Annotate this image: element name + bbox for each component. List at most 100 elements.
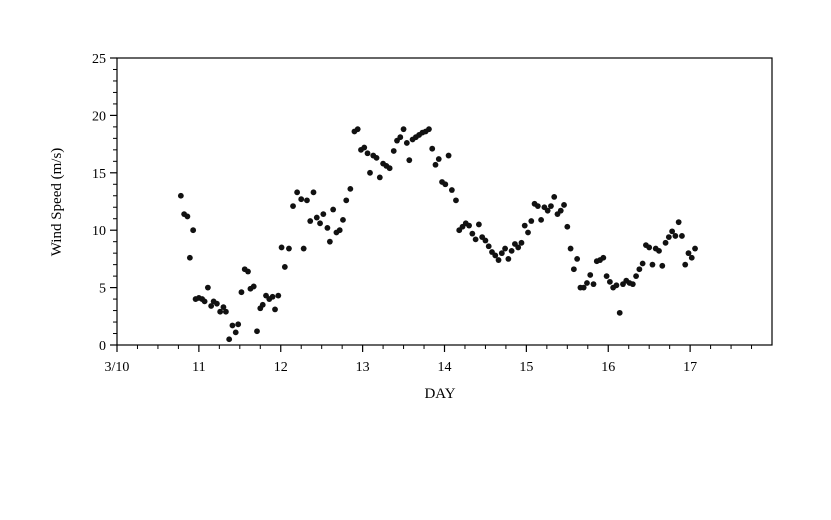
data-point: [561, 202, 567, 208]
data-point: [551, 194, 558, 200]
data-point: [259, 301, 266, 308]
y-tick-label: 5: [99, 282, 106, 297]
data-point: [204, 284, 211, 291]
data-point: [659, 262, 666, 269]
data-point: [229, 322, 236, 329]
data-point: [177, 192, 184, 199]
data-point: [307, 218, 314, 224]
x-axis-label: DAY: [424, 386, 455, 402]
data-point: [254, 328, 260, 335]
data-point: [587, 272, 594, 278]
data-point: [498, 250, 505, 257]
x-tick-label: 14: [438, 360, 452, 375]
data-point: [336, 227, 343, 234]
x-tick-label: 13: [356, 360, 370, 375]
data-point: [629, 281, 636, 288]
y-axis-label: Wind Speed (m/s): [49, 148, 65, 257]
data-point: [544, 207, 551, 214]
data-point: [662, 239, 669, 246]
data-point: [639, 260, 646, 267]
data-point: [633, 273, 639, 280]
data-point: [300, 245, 307, 252]
data-point: [429, 145, 436, 152]
data-point: [466, 222, 472, 229]
data-point: [485, 243, 492, 250]
y-tick-label: 0: [99, 339, 106, 354]
data-point: [672, 233, 679, 239]
data-point: [361, 144, 368, 151]
data-point: [445, 152, 452, 159]
data-point: [294, 189, 301, 196]
data-point: [613, 282, 620, 289]
data-point: [290, 203, 296, 209]
data-point: [400, 126, 407, 133]
data-point: [386, 165, 393, 172]
data-point: [220, 304, 227, 311]
data-point: [432, 161, 439, 168]
data-point: [326, 238, 333, 245]
data-point: [250, 283, 257, 290]
data-point: [469, 230, 476, 237]
data-point: [538, 216, 545, 223]
data-point: [190, 227, 197, 234]
data-point: [442, 181, 449, 188]
data-point: [281, 264, 288, 270]
data-point: [688, 254, 695, 261]
data-point: [482, 237, 489, 244]
data-point: [222, 308, 229, 315]
plot-area: 3/10 11 12 13 14 15 16 17 0 5 10 15 20 25: [92, 52, 773, 375]
data-point: [603, 273, 610, 280]
data-point: [347, 185, 354, 192]
data-point: [453, 197, 459, 204]
data-point: [525, 229, 531, 236]
data-point: [521, 222, 528, 229]
data-point: [472, 236, 479, 243]
data-point: [584, 280, 590, 286]
data-point: [354, 126, 361, 133]
data-point: [298, 196, 305, 203]
data-point: [324, 225, 331, 231]
x-tick-label: 11: [192, 360, 205, 375]
data-point: [286, 245, 292, 252]
data-point: [534, 203, 541, 209]
data-point: [275, 292, 282, 299]
data-point: [201, 298, 208, 305]
data-point: [692, 245, 698, 252]
data-point: [515, 244, 522, 251]
x-tick-label: 15: [519, 360, 533, 375]
data-point: [317, 220, 323, 227]
y-tick-label: 25: [92, 52, 106, 67]
data-point: [320, 211, 327, 218]
data-point: [495, 257, 502, 263]
data-point: [330, 206, 337, 213]
data-point: [184, 213, 191, 220]
data-point: [679, 233, 685, 239]
data-point: [505, 256, 512, 262]
data-point: [557, 207, 564, 214]
data-point: [502, 245, 508, 252]
data-point: [564, 223, 571, 230]
data-point: [649, 261, 656, 268]
data-point: [235, 321, 242, 328]
x-tick-label: 3/10: [105, 360, 130, 375]
data-point: [675, 219, 682, 226]
data-point: [574, 256, 581, 262]
data-point: [367, 169, 373, 176]
data-point: [226, 336, 233, 343]
y-tick-label: 10: [92, 224, 106, 239]
data-point: [217, 308, 224, 315]
data-point: [567, 245, 574, 252]
data-point: [475, 221, 482, 228]
data-point: [213, 300, 220, 307]
x-tick-label: 16: [601, 360, 615, 375]
data-point: [406, 157, 413, 164]
data-point: [269, 293, 276, 300]
data-point: [580, 284, 587, 291]
data-point: [278, 244, 285, 251]
data-point: [397, 134, 404, 141]
data-point: [238, 289, 245, 296]
data-point: [656, 247, 662, 254]
data-point: [390, 148, 397, 154]
data-point: [364, 150, 371, 157]
